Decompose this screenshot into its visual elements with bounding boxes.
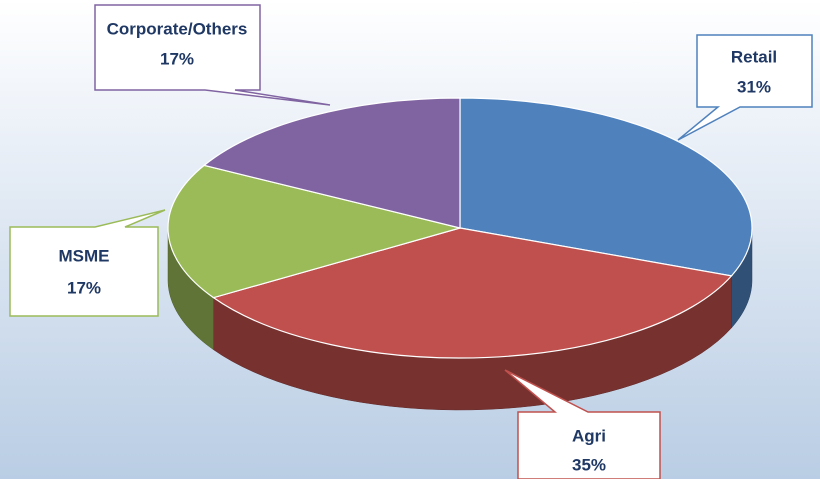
slice	[459, 97, 753, 277]
pie	[167, 97, 753, 411]
callout-box	[94, 4, 331, 106]
value-label: 31%	[737, 77, 771, 96]
callout-retail: Retail 31%	[677, 34, 813, 141]
callout-box	[677, 34, 813, 141]
category-label: Agri	[572, 426, 606, 445]
category-label: Retail	[731, 47, 777, 66]
callout-corporate: Corporate/Others 17%	[94, 4, 331, 106]
category-label: MSME	[59, 246, 110, 265]
callout-box	[9, 209, 166, 317]
callout-agri: Agri 35%	[504, 369, 661, 479]
category-label: Corporate/Others	[107, 19, 248, 38]
callout-box	[504, 369, 661, 479]
slice	[167, 164, 463, 299]
value-label: 17%	[67, 278, 101, 297]
value-label: 35%	[572, 455, 606, 474]
value-label: 17%	[160, 49, 194, 68]
callout-msme: MSME 17%	[9, 209, 166, 317]
slice	[212, 227, 733, 359]
slice	[202, 97, 461, 229]
